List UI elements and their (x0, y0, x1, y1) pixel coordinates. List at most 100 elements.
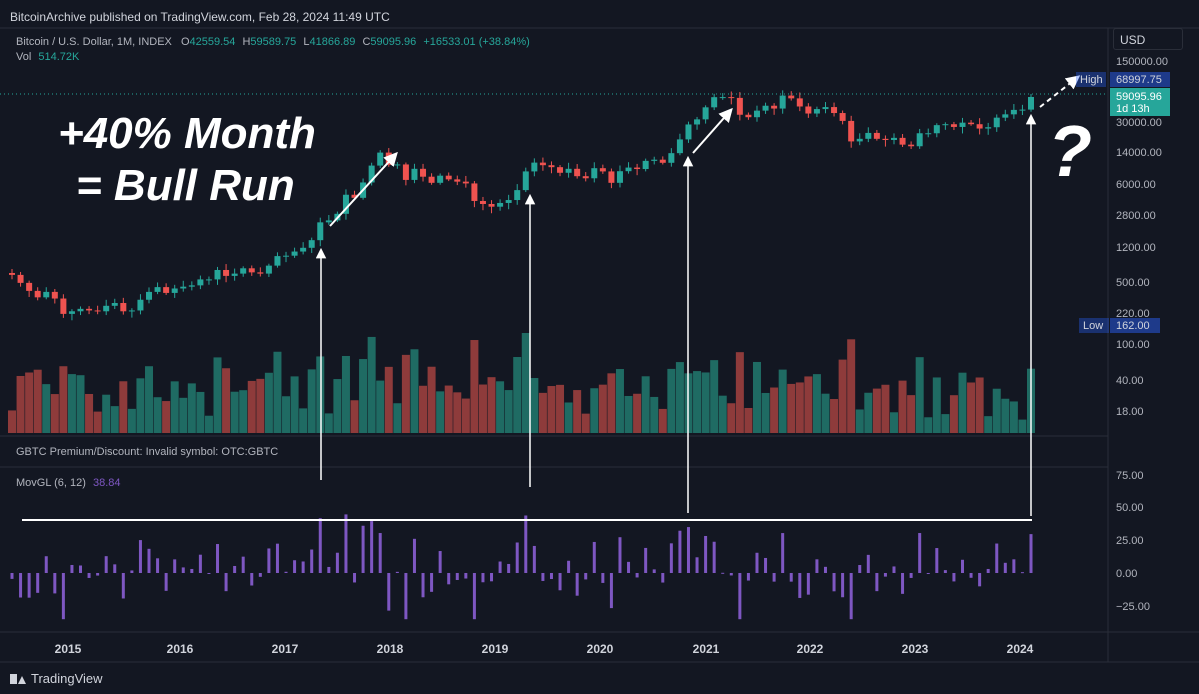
osc-tick-label: −25.00 (1116, 601, 1150, 613)
osc-bar (584, 573, 588, 580)
osc-bar (447, 573, 451, 585)
volume-bar (85, 393, 94, 433)
volume-bar (598, 384, 607, 433)
volume-bar (230, 391, 239, 433)
volume-bar (290, 376, 299, 433)
high-label: H (242, 36, 251, 48)
volume-bar (693, 371, 702, 433)
osc-bar (883, 573, 887, 577)
candle-body (248, 268, 255, 273)
candle-body (642, 160, 649, 170)
osc-bar (130, 570, 134, 573)
osc-bar (678, 530, 682, 573)
volume-bar (93, 411, 102, 433)
change-value: +16533.01 (+38.84%) (423, 36, 530, 48)
osc-bar (532, 545, 536, 573)
volume-bar (658, 408, 667, 433)
osc-bar (1012, 559, 1016, 573)
osc-bar (293, 560, 297, 573)
candle-body (171, 288, 178, 293)
volume-bar (1018, 419, 1027, 433)
volume-bar (25, 372, 34, 433)
volume-bar (804, 376, 813, 433)
time-tick-label: 2022 (797, 642, 824, 656)
osc-bar (952, 573, 956, 582)
volume-bar (170, 381, 179, 433)
volume-bar (573, 390, 582, 433)
time-tick-label: 2017 (272, 642, 299, 656)
volume-bar (864, 392, 873, 433)
time-tick-label: 2020 (587, 642, 614, 656)
volume-bar (504, 390, 513, 433)
candle-body (51, 291, 58, 299)
osc-bar (618, 537, 622, 573)
volume-bar (196, 391, 205, 433)
osc-bar (404, 573, 408, 620)
candle-body (531, 162, 538, 172)
candle-body (908, 144, 915, 147)
candle-body (180, 286, 187, 289)
candle-body (719, 97, 726, 99)
osc-bar (738, 573, 742, 620)
candle-body (214, 269, 221, 280)
close-value: 59095.96 (370, 36, 417, 48)
osc-bar (609, 573, 613, 609)
volume-bar (453, 392, 462, 433)
osc-bar (995, 543, 999, 573)
candle-body (274, 256, 281, 266)
osc-bar (275, 543, 279, 573)
volume-bar (556, 384, 565, 433)
candle-body (9, 272, 15, 275)
osc-bar (635, 573, 639, 578)
candle-body (694, 119, 701, 125)
candle-body (522, 171, 529, 191)
osc-bar (327, 566, 331, 573)
osc-bar (918, 533, 922, 573)
candle-body (822, 107, 829, 110)
candle-body (591, 168, 598, 179)
price-tick-label: 40.00 (1116, 375, 1144, 387)
candle-body (479, 200, 486, 204)
volume-bar (8, 410, 16, 433)
tradingview-logo[interactable]: TradingView (10, 671, 103, 686)
volume-bar (384, 366, 393, 433)
osc-bar (61, 573, 65, 620)
candle-body (685, 124, 692, 140)
osc-bar (121, 573, 125, 599)
candle-body (925, 133, 932, 135)
candle-body (899, 137, 906, 145)
movgl-value: 38.84 (92, 477, 121, 489)
volume-bar (102, 394, 111, 433)
candle-body (1002, 114, 1009, 118)
osc-bar (10, 573, 14, 579)
candle-body (68, 311, 75, 314)
volume-bar (949, 395, 958, 433)
volume-bar (350, 400, 359, 433)
candle-body (325, 220, 332, 223)
tradingview-icon (10, 673, 26, 684)
candle-body (137, 299, 144, 311)
vol-label: Vol (16, 51, 32, 63)
osc-bar (181, 567, 185, 573)
volume-bar (341, 355, 350, 433)
osc-bar (421, 573, 425, 598)
volume-bar (299, 408, 308, 433)
candle-body (736, 97, 743, 115)
osc-bar (644, 547, 648, 573)
volume-bar (247, 380, 256, 433)
volume-bar (470, 340, 479, 433)
volume-bar (838, 359, 847, 433)
candle-body (831, 107, 838, 114)
volume-bar (333, 379, 342, 433)
volume-bar (324, 413, 333, 433)
close-label: C (362, 36, 371, 48)
osc-bar (53, 573, 57, 594)
candle-body (557, 167, 564, 173)
candle-body (257, 272, 264, 274)
osc-bar (764, 557, 768, 573)
osc-bar (652, 569, 656, 573)
symbol-name[interactable]: Bitcoin / U.S. Dollar, 1M, INDEX (16, 36, 172, 48)
candle-body (848, 120, 855, 142)
osc-bar (464, 573, 468, 579)
